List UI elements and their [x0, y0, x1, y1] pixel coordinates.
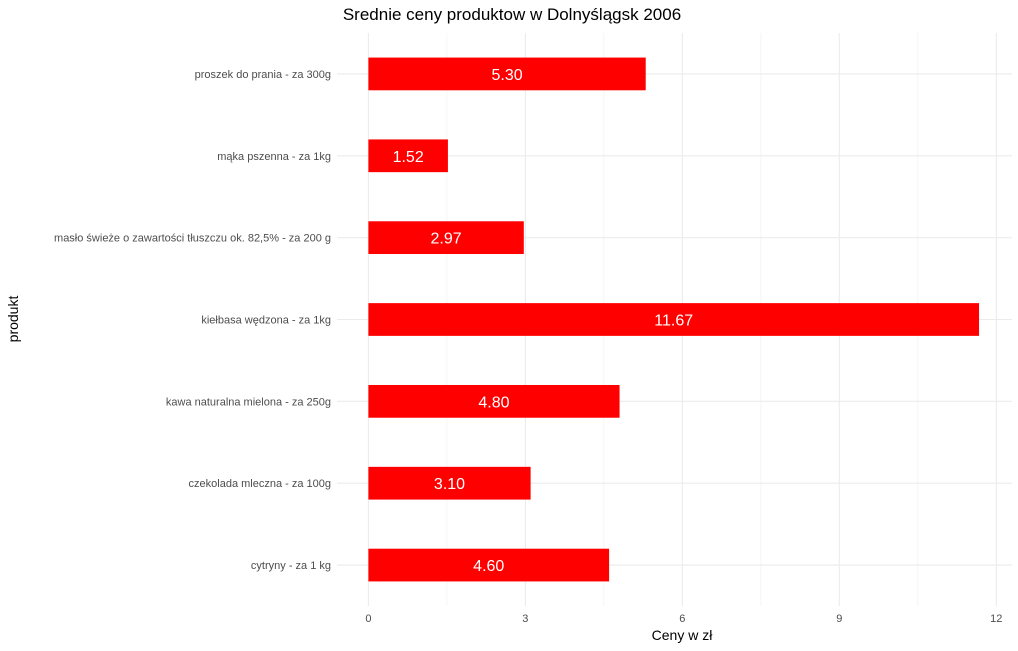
bar	[368, 139, 448, 173]
y-tick-label: masło świeże o zawartości tłuszczu ok. 8…	[54, 233, 331, 245]
x-tick-labels: 0 3 6 9 12	[365, 613, 1002, 625]
chart-title: Srednie ceny produktow w Dolnyślągsk 200…	[343, 5, 681, 24]
y-axis-title: produkt	[5, 296, 21, 343]
y-tick-labels: proszek do prania - za 300g mąka pszenna …	[54, 69, 331, 572]
bar-value-label: 4.60	[473, 558, 504, 575]
bar	[368, 221, 524, 255]
y-tick-label: proszek do prania - za 300g	[195, 69, 331, 81]
x-tick-label: 0	[365, 613, 371, 625]
bar	[368, 384, 620, 418]
y-tick-label: czekolada mleczna - za 100g	[189, 478, 331, 490]
x-tick-label: 6	[679, 613, 685, 625]
bar	[368, 303, 980, 336]
x-tick-label: 9	[836, 613, 842, 625]
y-tick-label: mąka pszenna - za 1kg	[217, 151, 331, 163]
y-tick-label: cytryny - za 1 kg	[251, 560, 331, 572]
x-tick-label: 12	[990, 613, 1002, 625]
bar-value-label: 5.30	[491, 67, 522, 84]
bar-value-label: 1.52	[393, 149, 424, 166]
bar-value-label: 3.10	[434, 476, 465, 493]
x-axis-title: Ceny w zł	[652, 627, 714, 643]
bar	[368, 548, 610, 582]
bar-value-label: 11.67	[654, 313, 693, 330]
y-tick-label: kawa naturalna mielona - za 250g	[166, 396, 331, 408]
bar	[368, 57, 646, 91]
bars: 5.30 1.52 2.97 11.67 4.80 3.10 4.60	[368, 57, 980, 582]
bar-value-label: 2.97	[431, 231, 462, 248]
x-tick-label: 3	[522, 613, 528, 625]
y-tick-label: kiełbasa wędzona - za 1kg	[201, 315, 331, 327]
bar-value-label: 4.80	[478, 394, 509, 411]
bar	[368, 466, 531, 500]
